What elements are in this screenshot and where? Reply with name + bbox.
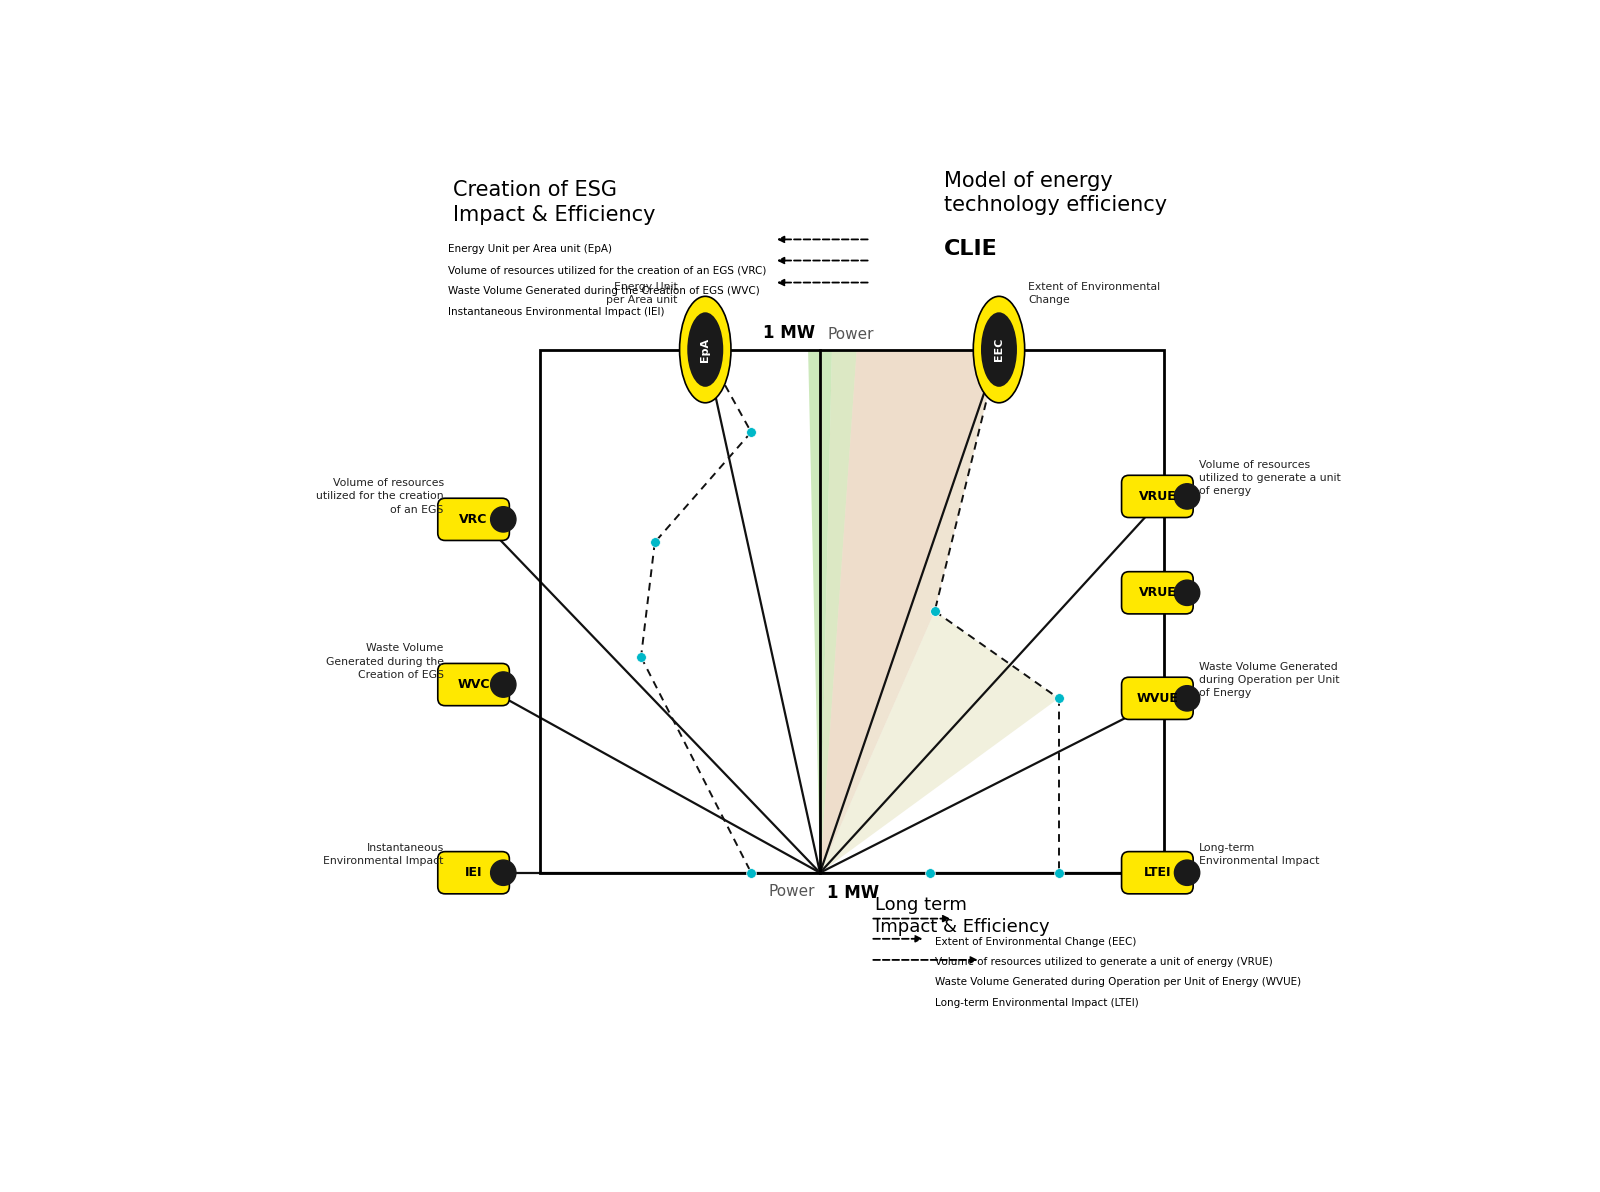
Text: Energy Unit per Area unit (EpA): Energy Unit per Area unit (EpA): [448, 244, 613, 254]
Text: VRC: VRC: [459, 513, 488, 526]
Circle shape: [1174, 581, 1200, 606]
Text: EpA: EpA: [701, 337, 710, 361]
Text: Waste Volume Generated during the Creation of EGS (WVC): Waste Volume Generated during the Creati…: [448, 286, 760, 297]
Text: Waste Volume Generated
during Operation per Unit
of Energy: Waste Volume Generated during Operation …: [1198, 662, 1339, 699]
Polygon shape: [819, 349, 856, 873]
Text: VRUE: VRUE: [1139, 490, 1176, 503]
FancyBboxPatch shape: [1122, 572, 1194, 614]
Text: Model of energy
technology efficiency: Model of energy technology efficiency: [944, 170, 1166, 216]
Text: Extent of Environmental Change (EEC): Extent of Environmental Change (EEC): [934, 937, 1136, 946]
Text: 1 MW: 1 MW: [827, 883, 880, 901]
Text: Volume of resources
utilized for the creation
of an EGS: Volume of resources utilized for the cre…: [317, 478, 443, 515]
Ellipse shape: [680, 297, 731, 403]
Circle shape: [491, 672, 515, 697]
Text: Long-term Environmental Impact (LTEI): Long-term Environmental Impact (LTEI): [934, 998, 1139, 1007]
FancyBboxPatch shape: [438, 498, 509, 540]
Text: Extent of Environmental
Change: Extent of Environmental Change: [1029, 283, 1160, 305]
FancyBboxPatch shape: [1122, 677, 1194, 720]
Ellipse shape: [973, 297, 1024, 403]
Ellipse shape: [981, 312, 1018, 387]
Text: LTEI: LTEI: [1144, 867, 1171, 880]
Text: 1 MW: 1 MW: [763, 324, 816, 342]
Text: Long term
Impact & Efficiency: Long term Impact & Efficiency: [875, 895, 1050, 936]
Text: Volume of resources utilized to generate a unit of energy (VRUE): Volume of resources utilized to generate…: [934, 957, 1272, 967]
FancyBboxPatch shape: [1122, 851, 1194, 894]
Text: Power: Power: [827, 328, 874, 342]
Text: IEI: IEI: [466, 867, 482, 880]
Text: CLIE: CLIE: [944, 240, 998, 260]
Circle shape: [491, 861, 515, 886]
Text: Energy Unit
per Area unit: Energy Unit per Area unit: [606, 283, 678, 305]
Text: EEC: EEC: [994, 337, 1003, 361]
Ellipse shape: [688, 312, 723, 387]
Text: WVUE: WVUE: [1136, 691, 1178, 704]
Circle shape: [491, 507, 515, 532]
Circle shape: [1174, 484, 1200, 509]
Polygon shape: [819, 349, 998, 873]
Text: Waste Volume Generated during Operation per Unit of Energy (WVUE): Waste Volume Generated during Operation …: [934, 977, 1301, 987]
Polygon shape: [819, 349, 998, 873]
Text: Volume of resources utilized for the creation of an EGS (VRC): Volume of resources utilized for the cre…: [448, 265, 766, 275]
FancyBboxPatch shape: [438, 664, 509, 706]
Text: Long-term
Environmental Impact: Long-term Environmental Impact: [1198, 843, 1320, 865]
Text: Waste Volume
Generated during the
Creation of EGS: Waste Volume Generated during the Creati…: [326, 644, 443, 679]
Circle shape: [1174, 685, 1200, 710]
Text: Instantaneous Environmental Impact (IEI): Instantaneous Environmental Impact (IEI): [448, 308, 664, 317]
Text: Power: Power: [770, 883, 816, 899]
Text: VRUE: VRUE: [1139, 586, 1176, 600]
Text: Volume of resources
utilized to generate a unit
of energy: Volume of resources utilized to generate…: [1198, 460, 1341, 496]
Polygon shape: [819, 349, 998, 873]
FancyBboxPatch shape: [1122, 476, 1194, 517]
Text: Instantaneous
Environmental Impact: Instantaneous Environmental Impact: [323, 843, 443, 865]
FancyBboxPatch shape: [438, 851, 509, 894]
Text: WVC: WVC: [458, 678, 490, 691]
Polygon shape: [808, 349, 832, 873]
Circle shape: [1174, 861, 1200, 886]
Polygon shape: [819, 611, 1059, 873]
Bar: [541, 349, 1165, 873]
Text: Creation of ESG
Impact & Efficiency: Creation of ESG Impact & Efficiency: [453, 180, 656, 224]
